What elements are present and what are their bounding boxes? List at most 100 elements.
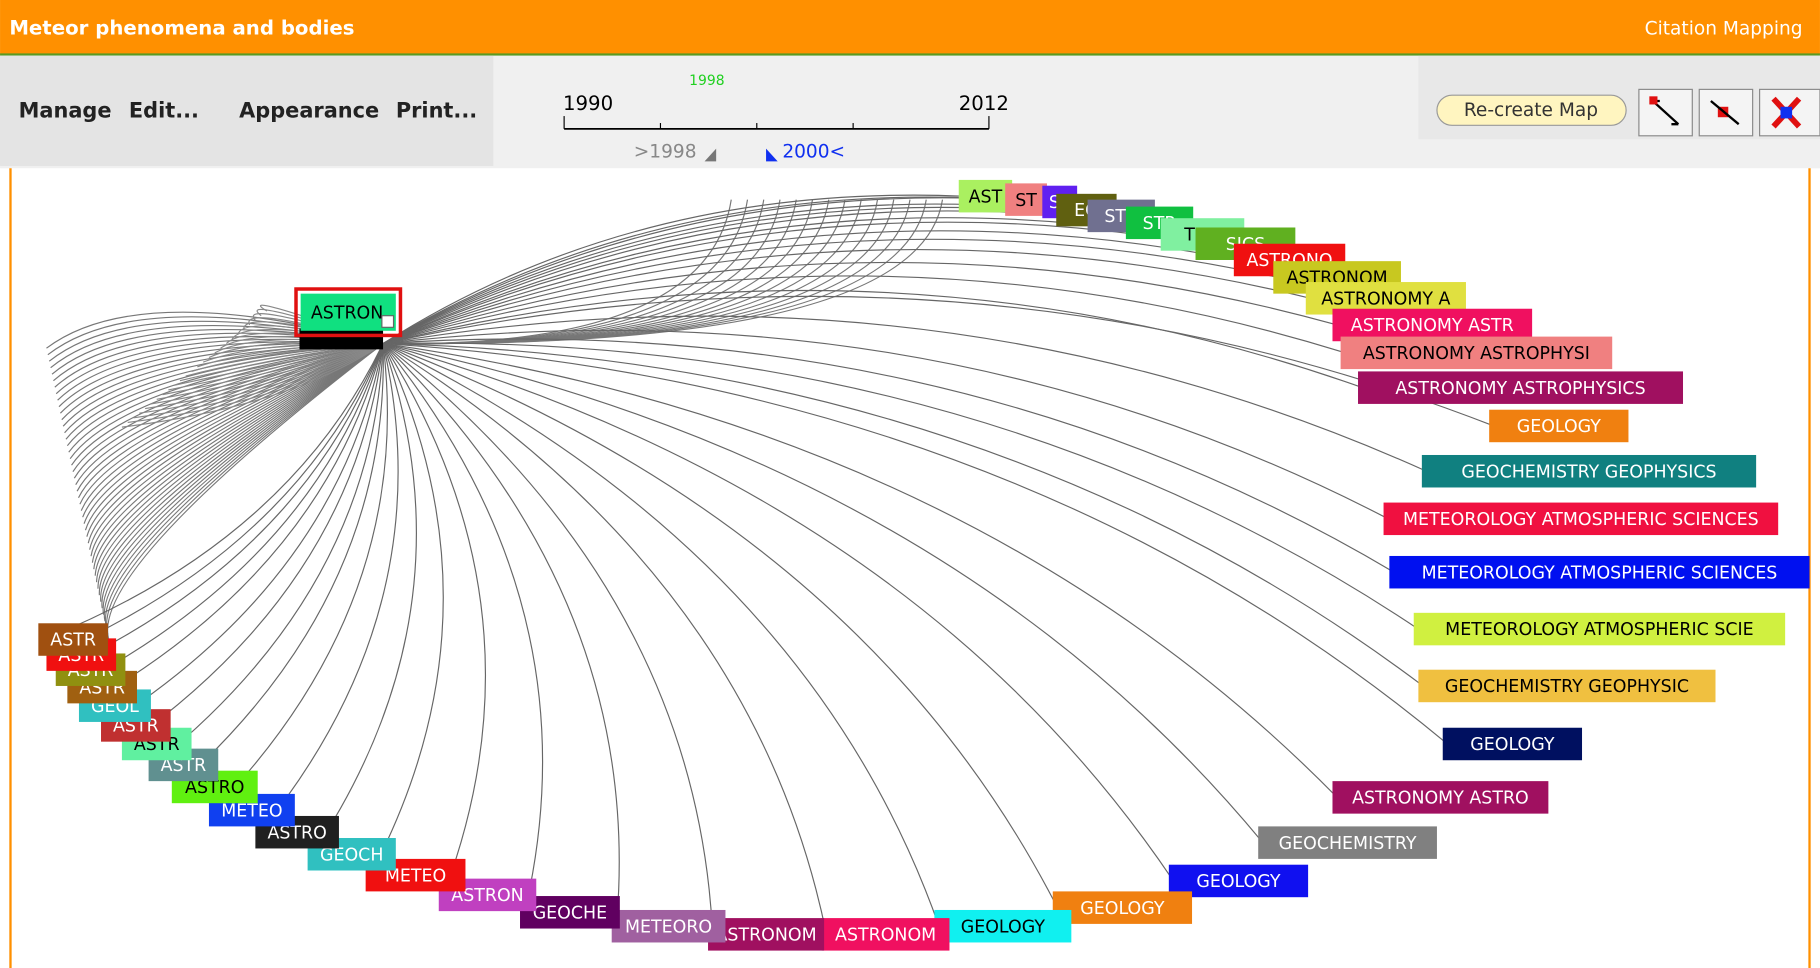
link-line [382,248,1311,345]
layout-icon-glyph [1780,106,1793,119]
link-line [84,343,384,531]
node-label[interactable]: GEOLOGY [1470,735,1555,755]
window-title: Meteor phenomena and bodies [9,17,354,40]
menu-item[interactable]: Manage [19,98,112,122]
link-line [66,342,384,447]
link-line [156,343,384,400]
link-line [213,343,388,811]
node-label[interactable]: GEOCHEMISTRY [1279,834,1417,854]
node-label[interactable]: GEOLOGY [1080,899,1165,919]
link-line [168,342,384,391]
node-label[interactable]: METEOROLOGY ATMOSPHERIC SCIENCES [1403,510,1759,530]
node-box[interactable] [1332,781,1549,814]
link-line [382,203,1061,345]
link-line [60,343,384,671]
node-label[interactable]: GEOLOGY [961,917,1046,937]
link-line [382,194,964,345]
node-label[interactable]: ASTRONOMY ASTR [1351,316,1514,336]
timeline-to[interactable]: 2000< [782,142,845,163]
node-box[interactable] [1358,371,1684,404]
node-label[interactable]: ASTR [161,756,207,776]
menu-item[interactable]: Print... [396,98,477,122]
node-label[interactable]: METEOROLOGY ATMOSPHERIC SCIE [1445,620,1754,640]
selected-node-box[interactable] [300,293,396,331]
link-line [86,343,384,537]
node-label[interactable]: ASTRO [267,823,326,843]
link-line [91,343,384,563]
timeline-to-handle[interactable] [766,148,778,162]
node-label[interactable]: ST [1015,191,1037,211]
link-line [382,342,1264,844]
node-label[interactable]: AST [969,187,1003,207]
node-label[interactable]: METEOROLOGY ATMOSPHERIC SCIENCES [1422,563,1778,583]
link-line [42,343,384,641]
node-label[interactable]: ASTRONOMY A [1321,289,1450,309]
link-line [162,342,384,396]
node-box[interactable] [958,179,1013,213]
node-box[interactable] [1421,454,1757,488]
recreate-button[interactable] [1436,94,1627,126]
node-label[interactable]: ASTRONOMY ASTRO [1352,789,1529,809]
collapse-icon[interactable] [381,315,395,328]
link-line [382,295,1495,427]
node-box[interactable] [934,909,1072,943]
node-box[interactable] [1389,555,1810,589]
link-line [150,343,384,405]
node-label[interactable]: ASTRONOM [716,926,817,946]
node-label[interactable]: METEO [221,801,282,821]
link-line [383,338,1395,573]
node-box[interactable] [1258,826,1437,859]
node-box[interactable] [708,918,825,951]
node-box[interactable] [1005,183,1047,216]
link-line [102,343,384,615]
link-line [96,343,384,583]
timeline-from-handle[interactable] [704,148,717,162]
node-box[interactable] [1340,336,1613,370]
node-box[interactable] [1052,891,1193,924]
node-label[interactable]: GEOLOGY [1196,872,1281,892]
link-line [259,343,399,833]
recreate-button-label[interactable]: Re-create Map [1464,100,1598,121]
node-box[interactable] [1489,409,1629,443]
node-label[interactable]: METEO [385,866,446,886]
link-line [382,343,487,896]
link-line [100,343,384,602]
timeline-end: 2012 [959,92,1009,115]
link-line [83,343,384,707]
node-label[interactable]: ASTR [50,631,96,651]
node-box[interactable] [1418,669,1716,703]
node-box[interactable] [1383,502,1779,536]
link-line [126,343,384,745]
menu-item[interactable]: Appearance [239,98,379,122]
node-label[interactable]: ASTRON [451,886,523,906]
node-label[interactable]: GEOCHE [533,903,607,923]
node-box[interactable] [520,896,620,929]
node-label[interactable]: ASTRONOMY ASTROPHYSICS [1395,379,1645,399]
link-line [382,343,620,927]
node-label[interactable]: ASTRONOM [835,926,936,946]
selected-node-border[interactable] [294,287,403,338]
link-line [382,343,544,913]
node-box[interactable] [1413,612,1786,646]
timeline-from[interactable]: >1998 [634,142,697,163]
link-line [97,343,384,589]
layout-icon-glyph [1710,100,1740,126]
node-label[interactable]: GEOLOGY [1517,417,1602,437]
node-label[interactable]: METEORO [625,917,712,937]
selected-node-label[interactable]: ASTRON [311,303,383,323]
node-box[interactable] [1442,727,1583,761]
node-label[interactable]: GEOCHEMISTRY GEOPHYSIC [1445,677,1689,697]
node-label[interactable]: ASTRO [185,778,244,798]
link-line [152,343,384,766]
node-box[interactable] [1332,308,1533,342]
link-line [382,196,1010,345]
node-box[interactable] [821,918,950,951]
node-label[interactable]: GEOCH [320,845,383,865]
link-line [121,343,384,428]
node-box[interactable] [38,623,108,656]
node-label[interactable]: ASTRONOMY ASTROPHYSI [1363,344,1590,364]
link-line [127,343,384,424]
node-label[interactable]: GEOCHEMISTRY GEOPHYSICS [1461,462,1716,482]
node-box[interactable] [611,909,726,943]
menu-item[interactable]: Edit... [129,98,199,122]
